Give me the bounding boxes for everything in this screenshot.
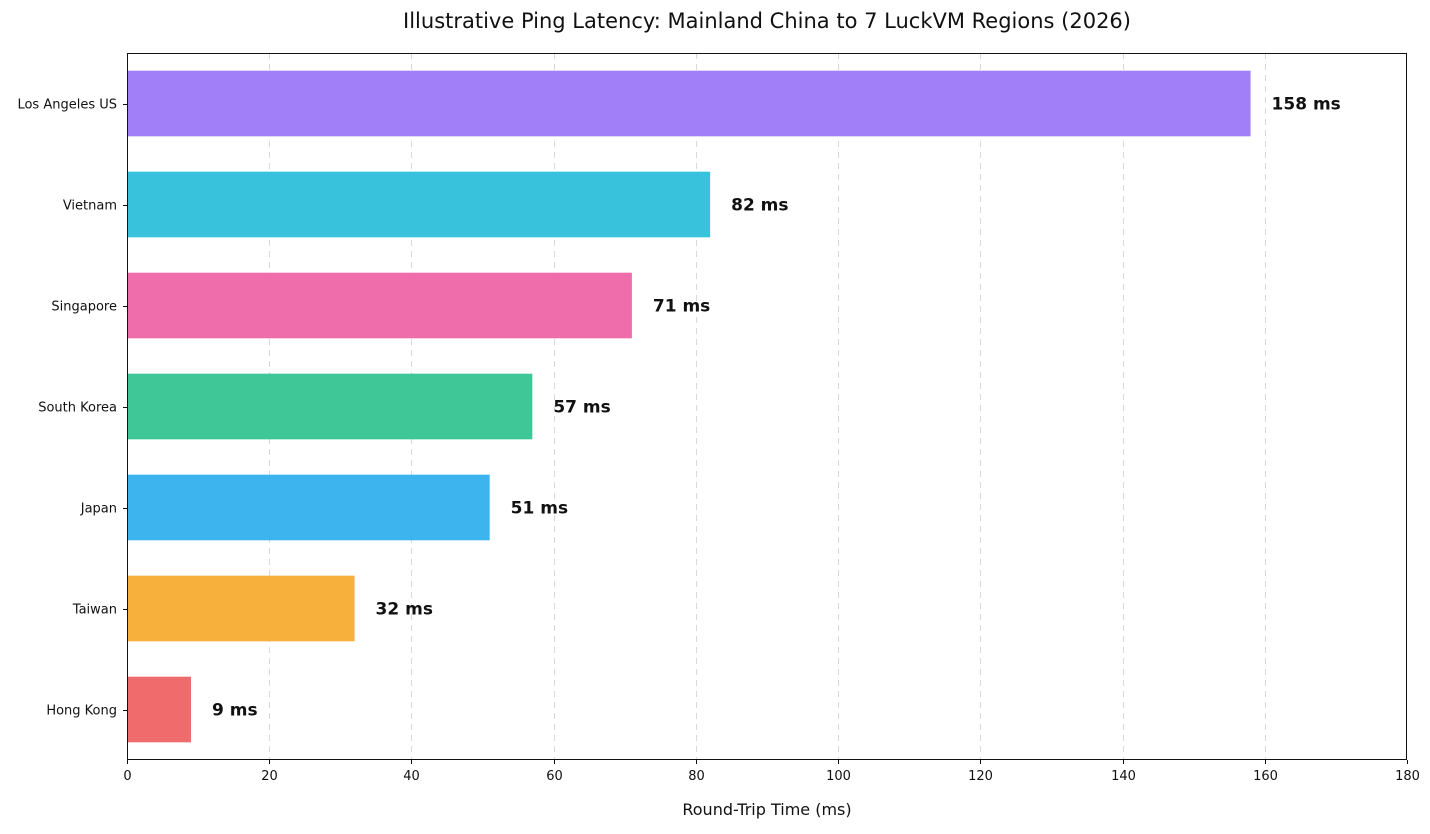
data-label: 82 ms (731, 196, 788, 216)
bar (127, 272, 632, 339)
chart-title: Illustrative Ping Latency: Mainland Chin… (403, 9, 1131, 33)
value-labels-layer: 9 ms 32 ms 51 ms 57 ms 71 ms 82 ms 158 ms (212, 95, 1341, 721)
bar (127, 171, 711, 238)
x-tick-label: 80 (688, 769, 705, 784)
data-label: 57 ms (553, 398, 610, 418)
bars-layer (127, 70, 1251, 743)
x-axis-label: Round-Trip Time (ms) (682, 800, 851, 819)
x-tick-label: 140 (1111, 769, 1136, 784)
y-tick-label: Taiwan (72, 603, 117, 618)
x-tick-label: 20 (261, 769, 278, 784)
data-label: 51 ms (511, 499, 568, 519)
bar (127, 373, 533, 440)
bar (127, 70, 1251, 137)
x-tick-label: 40 (403, 769, 420, 784)
x-tick-label: 0 (123, 769, 131, 784)
x-tick-label: 100 (826, 769, 851, 784)
plot-frame (127, 53, 1407, 760)
y-tick-label: Los Angeles US (17, 98, 117, 113)
x-tick-label: 160 (1253, 769, 1278, 784)
x-tick-label: 60 (546, 769, 563, 784)
bar (127, 474, 490, 541)
y-axis: Hong Kong Taiwan Japan South Korea Singapore… (17, 98, 127, 719)
x-tick-label: 180 (1395, 769, 1420, 784)
data-label: 158 ms (1272, 95, 1341, 115)
bar (127, 676, 191, 743)
x-axis: 0 20 40 60 80 100 120 140 160 180 (123, 760, 1420, 784)
y-tick-label: South Korea (38, 401, 117, 416)
data-label: 32 ms (376, 600, 433, 620)
data-label: 71 ms (653, 297, 710, 317)
y-tick-label: Hong Kong (46, 704, 117, 719)
y-tick-label: Vietnam (63, 199, 117, 214)
y-tick-label: Japan (80, 502, 117, 517)
data-label: 9 ms (212, 701, 258, 721)
bar (127, 575, 355, 642)
y-tick-label: Singapore (51, 300, 117, 315)
x-tick-label: 120 (968, 769, 993, 784)
